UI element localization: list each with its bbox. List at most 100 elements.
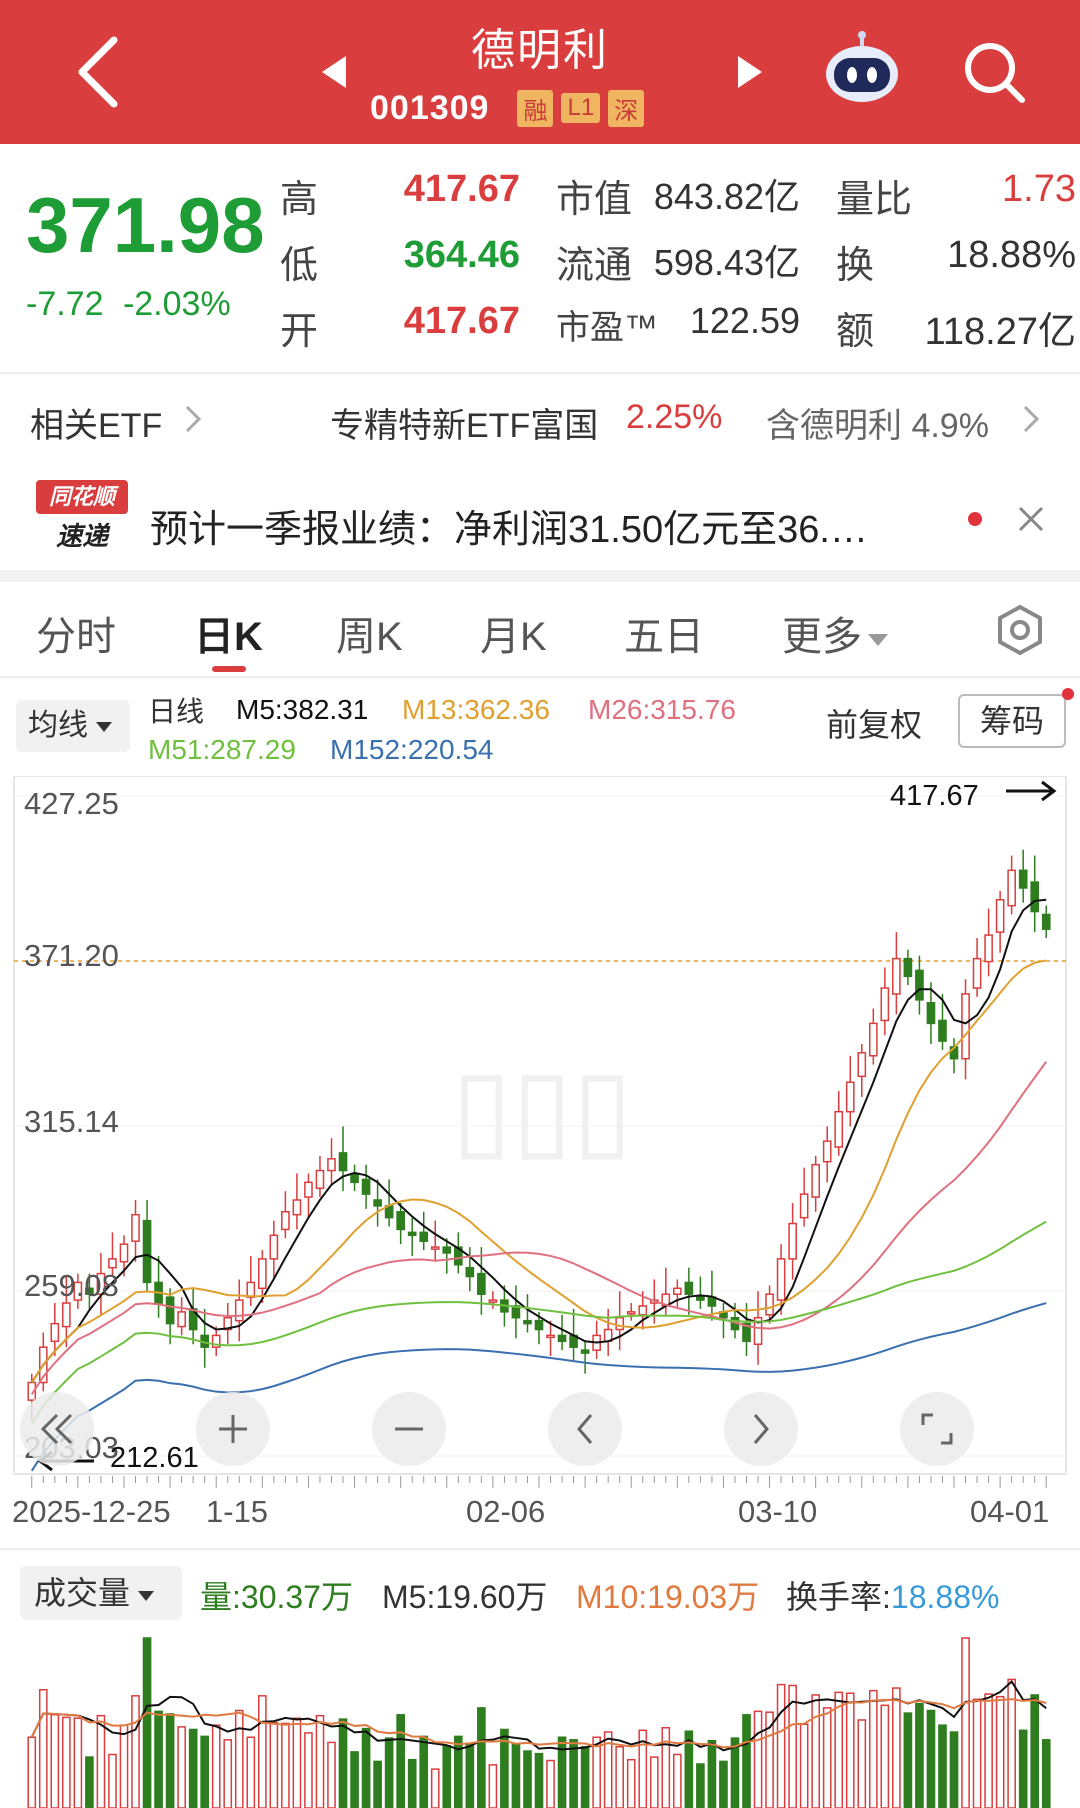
news-ticker[interactable]: 同花顺 速递 预计一季报业绩：净利润31.50亿元至36.… bbox=[0, 470, 1080, 570]
ma26-value: M26:315.76 bbox=[588, 694, 736, 725]
header-bar: 德明利 001309 融 L1 深 bbox=[0, 0, 1080, 144]
candle bbox=[1007, 869, 1016, 907]
volume-chart[interactable] bbox=[12, 1620, 1068, 1808]
pan-right-button[interactable] bbox=[724, 1392, 798, 1466]
volume-bar bbox=[384, 1737, 394, 1808]
float-value: 598.43亿 bbox=[653, 242, 800, 283]
back-arrow-icon[interactable] bbox=[70, 32, 130, 112]
settings-hex-icon[interactable] bbox=[994, 604, 1046, 656]
chips-button[interactable]: 筹码 bbox=[958, 694, 1066, 748]
volume-bar bbox=[73, 1717, 83, 1808]
volume-bar bbox=[488, 1764, 498, 1808]
zoom-in-button[interactable] bbox=[196, 1392, 270, 1466]
pan-left-button[interactable] bbox=[548, 1392, 622, 1466]
volume-bar bbox=[661, 1726, 671, 1808]
chevron-right-icon bbox=[185, 405, 202, 433]
etf-name: 专精特新ETF富国 bbox=[330, 407, 599, 445]
search-icon[interactable] bbox=[960, 38, 1028, 106]
caret-down-icon bbox=[138, 1591, 155, 1601]
volume-bar bbox=[557, 1736, 567, 1808]
candle bbox=[972, 957, 982, 989]
ma-lines-group bbox=[30, 898, 1048, 1472]
volume-bar bbox=[788, 1684, 797, 1808]
robot-assistant-icon[interactable] bbox=[822, 30, 902, 110]
tab-weekly-k[interactable]: 周K bbox=[336, 615, 403, 659]
candle bbox=[684, 1281, 694, 1295]
vol-m10: M10:19.03万 bbox=[576, 1579, 760, 1615]
tab-daily-k[interactable]: 日K bbox=[194, 615, 263, 659]
volume-bar bbox=[707, 1739, 717, 1808]
candle bbox=[246, 1281, 256, 1298]
double-chevron-left-icon bbox=[40, 1413, 73, 1445]
volume-bar bbox=[696, 1763, 705, 1808]
candle bbox=[880, 987, 890, 1022]
volume-bar bbox=[822, 1707, 832, 1808]
candle bbox=[961, 993, 970, 1060]
volume-bar bbox=[742, 1714, 751, 1808]
volume-bar bbox=[38, 1689, 48, 1808]
volume-bar bbox=[811, 1694, 820, 1808]
volume-bar bbox=[626, 1758, 636, 1808]
tab-five-day[interactable]: 五日 bbox=[624, 615, 704, 659]
zoom-out-button[interactable] bbox=[372, 1392, 446, 1466]
tab-intraday[interactable]: 分时 bbox=[36, 615, 116, 659]
section-gap bbox=[0, 570, 1080, 582]
volume-bar bbox=[776, 1683, 786, 1808]
tag-margin: 融 bbox=[517, 89, 554, 127]
close-icon[interactable] bbox=[1016, 504, 1046, 534]
kline-chart[interactable]: ▯▯▯ bbox=[12, 776, 1068, 1476]
volume-bar bbox=[615, 1745, 625, 1808]
candle bbox=[407, 1231, 417, 1237]
tab-monthly-k[interactable]: 月K bbox=[480, 615, 547, 659]
candle bbox=[1018, 869, 1028, 889]
logo-top: 同花顺 bbox=[36, 480, 128, 514]
candle bbox=[50, 1322, 60, 1343]
next-stock-icon[interactable] bbox=[736, 52, 764, 92]
turnover-rate-label: 换手率: bbox=[786, 1579, 891, 1615]
open-value: 417.67 bbox=[403, 300, 520, 342]
volume-bar bbox=[972, 1698, 982, 1808]
zoom-out-far-button[interactable] bbox=[20, 1392, 94, 1466]
adjust-button[interactable]: 前复权 bbox=[826, 707, 923, 743]
candle bbox=[62, 1302, 71, 1328]
tab-more[interactable]: 更多 bbox=[782, 604, 890, 662]
mktcap-label: 市值 bbox=[556, 179, 633, 221]
float-label: 流通 bbox=[556, 245, 633, 287]
chevron-right-icon bbox=[1023, 405, 1040, 433]
volume-bar bbox=[361, 1727, 371, 1808]
candle bbox=[350, 1172, 359, 1184]
volume-bar bbox=[96, 1714, 106, 1808]
prev-stock-icon[interactable] bbox=[320, 52, 348, 92]
ma-selector[interactable]: 均线 bbox=[16, 700, 130, 752]
pe-label: 市盈™ bbox=[556, 309, 658, 347]
candle bbox=[373, 1199, 382, 1207]
volume-bar bbox=[200, 1735, 210, 1808]
candle bbox=[984, 934, 993, 963]
stock-name: 德明利 bbox=[471, 26, 609, 75]
amount-label: 额 bbox=[836, 311, 875, 353]
volume-value: 量:30.37万 bbox=[200, 1579, 353, 1615]
volume-bar bbox=[177, 1726, 186, 1808]
volume-bar bbox=[373, 1760, 382, 1808]
candle bbox=[465, 1266, 475, 1278]
candle bbox=[938, 1019, 947, 1042]
candle bbox=[1030, 881, 1040, 913]
max-price-label: 417.67 bbox=[890, 780, 979, 812]
volume-bar bbox=[730, 1737, 740, 1808]
related-etf-row[interactable]: 相关ETF 专精特新ETF富国 2.25% 含德明利 4.9% bbox=[0, 374, 1080, 464]
volume-bar bbox=[892, 1687, 901, 1808]
ma5-value: M5:382.31 bbox=[236, 694, 369, 725]
volume-bar bbox=[269, 1721, 279, 1808]
candle bbox=[523, 1319, 532, 1325]
etf-label: 相关ETF bbox=[30, 407, 163, 445]
y-label-4: 259.08 bbox=[24, 1268, 119, 1303]
candle bbox=[926, 1002, 936, 1025]
ths-logo: 同花顺 速递 bbox=[36, 480, 128, 554]
fullscreen-button[interactable] bbox=[900, 1392, 974, 1466]
volume-bar bbox=[1030, 1694, 1040, 1808]
volume-bar bbox=[131, 1695, 140, 1808]
volume-selector[interactable]: 成交量 bbox=[20, 1566, 182, 1620]
candle bbox=[477, 1272, 486, 1295]
volume-bar bbox=[477, 1707, 486, 1808]
tab-more-label: 更多 bbox=[782, 615, 862, 659]
